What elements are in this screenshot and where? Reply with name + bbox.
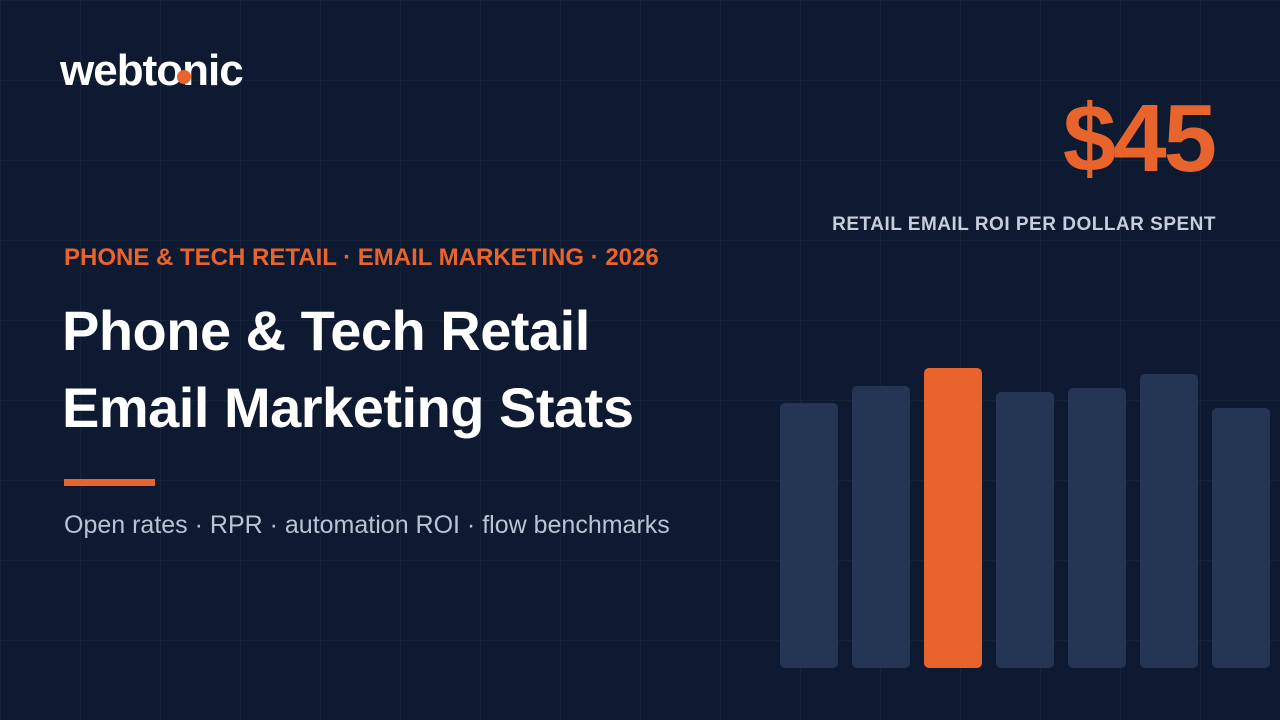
- stat-label: RETAIL EMAIL ROI PER DOLLAR SPENT: [832, 214, 1216, 235]
- title: Phone & Tech Retail: [62, 299, 590, 362]
- deco-bar: [996, 392, 1054, 668]
- deco-bar: [1140, 374, 1198, 668]
- title: Email Marketing Stats: [62, 376, 634, 439]
- deco-bar: [1068, 388, 1126, 668]
- deco-bar: [780, 403, 838, 668]
- accent-rule: [64, 479, 155, 486]
- deco-bar: [1212, 408, 1270, 668]
- subtitle: Open rates · RPR · automation ROI · flow…: [64, 511, 670, 539]
- logo-dot: [177, 70, 191, 84]
- logo: webtonic: [60, 46, 244, 95]
- deco-bar: [924, 368, 982, 668]
- eyebrow: PHONE & TECH RETAIL · EMAIL MARKETING · …: [64, 244, 659, 271]
- stat-value: $45: [1062, 85, 1217, 192]
- deco-bar: [852, 386, 910, 668]
